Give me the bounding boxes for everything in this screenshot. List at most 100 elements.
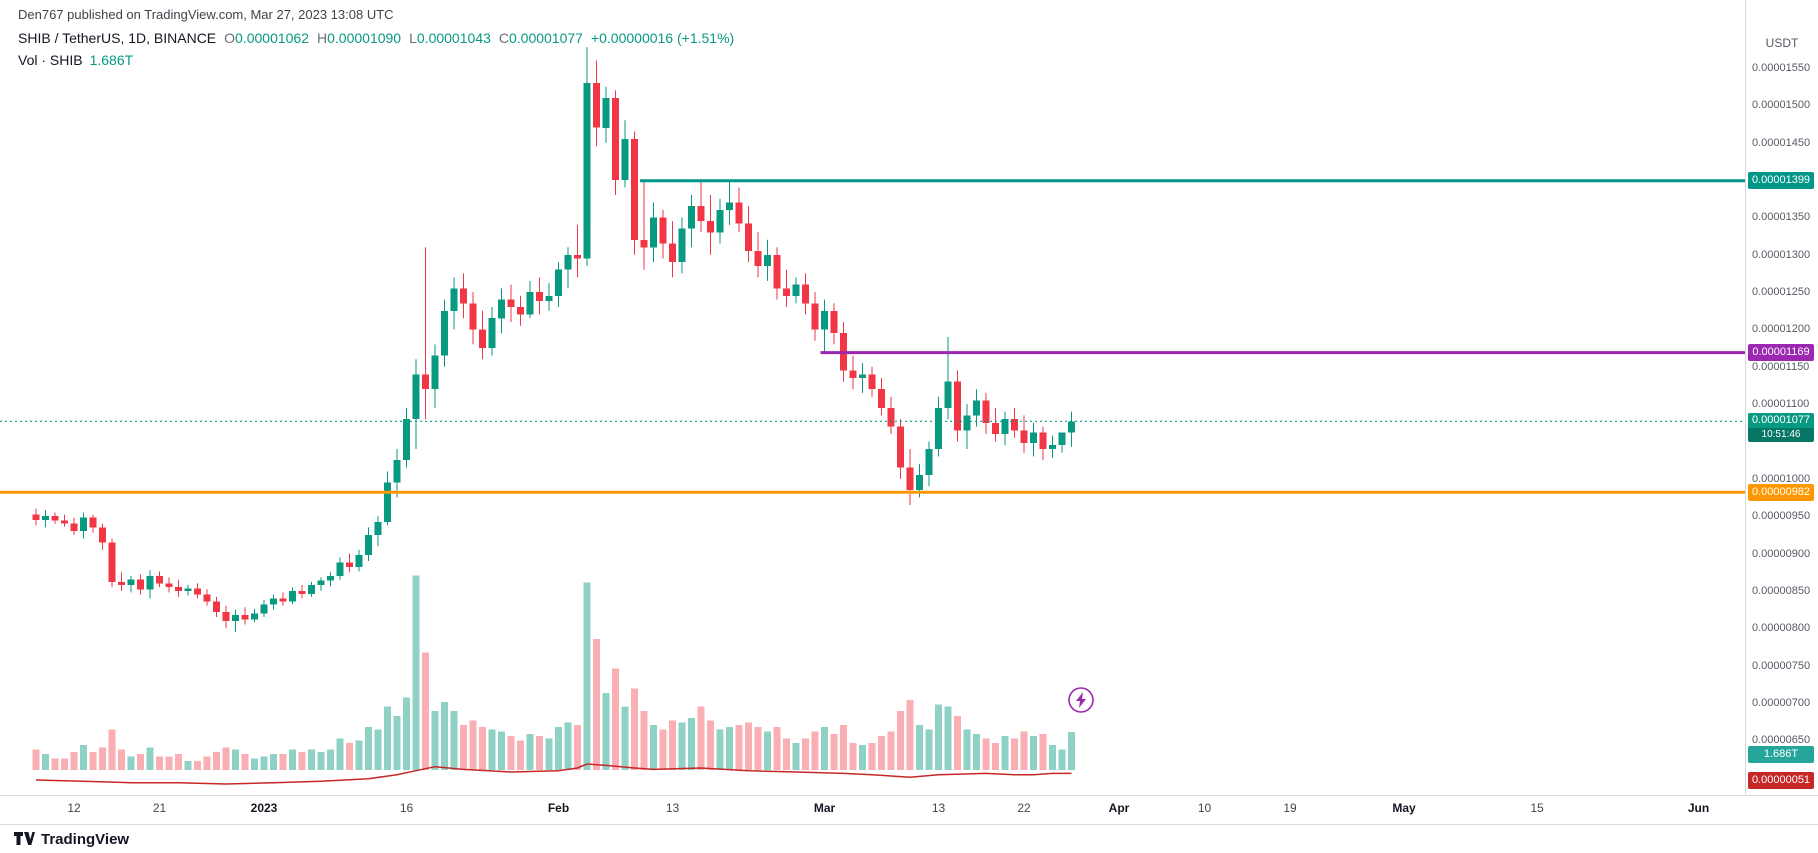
time-tick-label: 2023 xyxy=(250,801,278,815)
volume-bar xyxy=(488,729,496,770)
price-axis[interactable]: USDT 0.00001550 0.00001500 0.00001450 0.000… xyxy=(1745,0,1818,795)
candle-body xyxy=(536,292,543,302)
volume-bar xyxy=(1058,749,1066,770)
legend-volume-row: Vol · SHIB 1.686T xyxy=(18,49,734,71)
volume-bar xyxy=(517,740,524,770)
volume-bar xyxy=(545,738,553,770)
candle-body xyxy=(982,400,990,423)
volume-bar xyxy=(507,736,515,770)
candle-body xyxy=(1068,421,1075,433)
volume-bar xyxy=(1039,733,1047,770)
candle-body xyxy=(669,243,676,263)
volume-bar xyxy=(650,724,657,770)
candle-body xyxy=(878,389,885,408)
volume-bar xyxy=(906,699,914,770)
volume-bar xyxy=(536,736,543,770)
candle-body xyxy=(697,206,705,222)
price-tick-label: 0.00001150 xyxy=(1752,360,1810,373)
symbol-title[interactable]: SHIB / TetherUS, 1D, BINANCE xyxy=(18,30,217,46)
price-tick-label: 0.00000750 xyxy=(1752,659,1811,672)
price-tick-label: 0.00000850 xyxy=(1752,584,1811,597)
price-tick-label: 0.00001550 xyxy=(1752,62,1811,74)
time-tick-label: Jun xyxy=(1687,801,1710,815)
candle-body xyxy=(973,400,980,416)
candle-body xyxy=(678,228,686,263)
volume-bar xyxy=(669,720,676,770)
volume-bar xyxy=(327,749,334,770)
volume-bar xyxy=(479,727,486,770)
price-axis-badge: 0.00001169 xyxy=(1748,344,1814,362)
candle-body xyxy=(526,292,534,315)
candle-body xyxy=(1058,432,1066,446)
price-tick-label: 0.00000950 xyxy=(1752,510,1811,523)
volume-value: 1.686T xyxy=(89,52,134,68)
volume-bar xyxy=(1020,731,1028,770)
candle-body xyxy=(583,82,591,259)
volume-bar xyxy=(716,729,724,770)
volume-bar xyxy=(583,582,591,770)
volume-bar xyxy=(232,749,239,770)
volume-bar xyxy=(412,575,420,770)
volume-bar xyxy=(830,733,838,770)
volume-bar xyxy=(887,731,895,770)
candle-body xyxy=(612,97,619,181)
candle-body xyxy=(1001,419,1009,434)
ohlc-close-value: 0.00001077 xyxy=(508,30,583,46)
volume-bar xyxy=(982,738,990,770)
candle-body xyxy=(175,587,182,591)
time-tick-label: 15 xyxy=(1530,801,1544,815)
volume-bar xyxy=(1030,736,1037,770)
volume-bar xyxy=(754,727,762,770)
tradingview-logo[interactable]: TradingView xyxy=(14,831,129,848)
volume-bar xyxy=(61,758,68,770)
price-tick-label: 0.00001200 xyxy=(1752,323,1811,336)
volume-bar xyxy=(441,702,448,770)
volume-bar xyxy=(51,758,59,770)
ohlc-open-label: O xyxy=(224,30,236,46)
candle-body xyxy=(593,82,600,128)
candle-body xyxy=(897,426,904,468)
volume-bar xyxy=(792,742,800,770)
volume-bar xyxy=(184,761,192,770)
candle-body xyxy=(469,303,477,330)
volume-bar xyxy=(42,754,49,770)
candle-body xyxy=(754,251,762,266)
candle-body xyxy=(602,97,610,128)
candle-body xyxy=(61,520,68,524)
price-tick-label: 0.00000650 xyxy=(1752,734,1811,747)
candle-body xyxy=(441,310,448,356)
price-chart-canvas[interactable] xyxy=(0,0,1745,795)
volume-bar xyxy=(859,745,866,770)
candle-body xyxy=(488,318,496,349)
ohlc-low-value: 0.00001043 xyxy=(416,30,491,46)
candle-body xyxy=(365,534,372,556)
candle-body xyxy=(70,523,78,532)
price-axis-badge: 0.00001399 xyxy=(1748,172,1814,190)
volume-bar xyxy=(384,706,391,770)
volume-bar xyxy=(764,731,771,770)
price-tick-label: 0.00000900 xyxy=(1752,547,1811,560)
legend-symbol-row: SHIB / TetherUS, 1D, BINANCE O 0.00001062… xyxy=(18,27,734,49)
volume-bar xyxy=(270,754,277,770)
candle-body xyxy=(412,374,420,420)
candle-body xyxy=(859,374,866,378)
candle-body xyxy=(384,482,391,523)
candle-body xyxy=(289,590,296,602)
candle-body xyxy=(1011,419,1018,431)
candle-body xyxy=(925,449,933,476)
publish-header: Den767 published on TradingView.com, Mar… xyxy=(18,7,394,22)
footer-separator xyxy=(0,824,1818,825)
current-price-label: 0.00001077 xyxy=(1751,414,1811,427)
volume-bar xyxy=(241,754,249,770)
candle-body xyxy=(118,581,125,585)
price-tick-label: 0.00001350 xyxy=(1752,211,1811,224)
candle-body xyxy=(1039,432,1047,449)
volume-bar xyxy=(127,756,135,770)
candle-body xyxy=(735,202,743,224)
time-axis-separator xyxy=(0,795,1818,796)
volume-bar xyxy=(137,754,144,770)
time-axis[interactable]: 12 21 2023 16 Feb 13 Mar 13 22 Apr 10 19 May 15 Jun xyxy=(0,796,1818,824)
candle-body xyxy=(422,374,429,390)
volume-bar xyxy=(697,706,705,770)
volume-bar xyxy=(935,704,942,770)
